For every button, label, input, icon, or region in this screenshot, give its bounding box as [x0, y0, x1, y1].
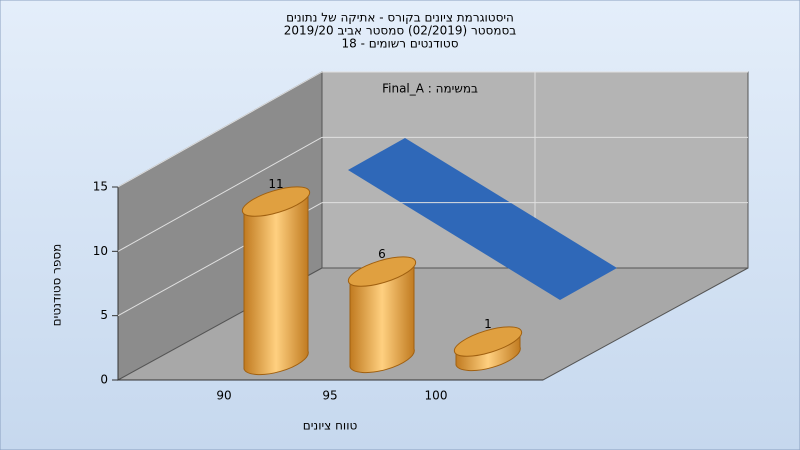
annotation: במשימה : Final_A: [382, 82, 478, 96]
y-tick-label: 15: [93, 180, 108, 194]
grid-line: [117, 71, 323, 188]
data-label: 11: [268, 177, 283, 191]
y-tick-label: 5: [100, 308, 108, 322]
grid-line: [117, 136, 323, 252]
chart-subtitle: סטודנטים רשומים - 18: [341, 37, 458, 51]
chart-title: היסטוגרמת ציונים בקורס - אתיקה של נתונים: [286, 11, 514, 25]
bar: [347, 256, 417, 374]
y-axis-label: מספר סטודנטים: [50, 244, 64, 327]
x-tick-label: 95: [322, 389, 337, 403]
y-tick-label: 10: [93, 244, 108, 258]
y-tick-label: 0: [100, 373, 108, 387]
bar: [241, 186, 311, 376]
data-label: 1: [484, 317, 492, 331]
x-axis-label: טווח ציונים: [303, 419, 358, 433]
chart-subtitle: בסמסטר (02/2019) סמסטר אביב 2019/20: [284, 24, 516, 38]
bar: [453, 326, 523, 372]
x-tick-label: 100: [425, 389, 448, 403]
blue-plane: [348, 138, 617, 300]
data-label: 6: [378, 247, 386, 261]
x-tick-label: 90: [216, 389, 231, 403]
